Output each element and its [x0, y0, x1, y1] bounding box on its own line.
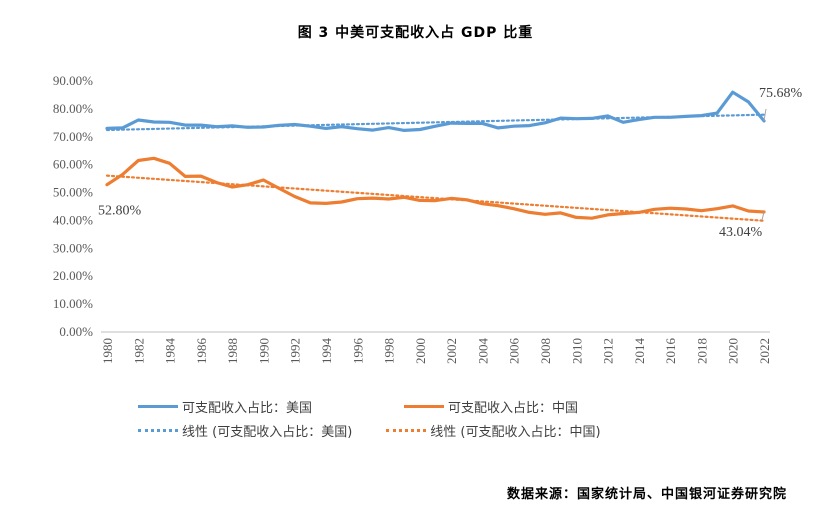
x-tick-label: 2010: [569, 338, 584, 364]
series-lines: [105, 90, 766, 220]
trend-line-cn: [105, 174, 766, 222]
series-line-cn: [105, 156, 766, 220]
data-label: 75.68%: [759, 86, 803, 101]
x-axis: 1980 1982 1984 1986 1988 1990 1992 1994 1996 1998…: [100, 338, 772, 365]
data-label: 43.04%: [719, 225, 763, 240]
x-tick-label: 1990: [256, 338, 271, 364]
x-tick-label: 1984: [163, 338, 178, 365]
legend-item-us-trend: 线性 (可支配收入占比：美国): [138, 421, 352, 440]
data-label-leader: [761, 211, 765, 221]
legend-label-cn: 可支配收入占比：中国: [448, 400, 579, 416]
y-tick-label: 90.00%: [53, 73, 93, 88]
legend-item-cn: 可支配收入占比：中国: [404, 397, 578, 416]
x-tick-label: 2006: [507, 338, 522, 365]
legend-swatch-cn-trend-icon: [386, 428, 427, 432]
chart-title: 图 3 中美可支配收入占 GDP 比重: [297, 25, 534, 41]
legend-swatch-us-trend-icon: [138, 428, 178, 432]
legend: 可支配收入占比：美国 可支配收入占比：中国 线性 (可支配收入占比：美国) 线性…: [138, 394, 778, 442]
x-tick-label: 1982: [131, 338, 146, 364]
series-line-us: [105, 90, 766, 132]
data-label: 52.80%: [98, 204, 142, 219]
x-tick-label: 1986: [194, 338, 209, 365]
legend-swatch-cn-icon: [404, 404, 445, 408]
chart-plot: 0.00% 10.00% 20.00% 30.00% 40.00% 50.00% 60.00…: [53, 73, 803, 365]
data-label-leader: [763, 108, 767, 122]
y-tick-label: 60.00%: [53, 157, 93, 172]
y-tick-label: 70.00%: [53, 129, 93, 144]
x-tick-label: 1994: [319, 338, 334, 365]
x-tick-label: 2000: [413, 338, 428, 364]
legend-label-cn-trend: 线性 (可支配收入占比：中国): [430, 424, 601, 440]
x-tick-label: 2008: [538, 338, 553, 364]
legend-item-us: 可支配收入占比：美国: [138, 397, 312, 416]
x-tick-label: 1992: [288, 338, 303, 364]
y-tick-label: 0.00%: [59, 324, 93, 339]
y-tick-label: 20.00%: [53, 268, 93, 283]
y-tick-label: 50.00%: [53, 185, 93, 200]
legend-label-us-trend: 线性 (可支配收入占比：美国): [182, 424, 353, 440]
x-tick-label: 2004: [475, 338, 490, 365]
x-tick-label: 2022: [757, 338, 772, 364]
x-tick-label: 1988: [225, 338, 240, 364]
legend-swatch-us-icon: [138, 404, 178, 408]
y-axis: 0.00% 10.00% 20.00% 30.00% 40.00% 50.00% 60.00…: [53, 73, 93, 339]
legend-label-us: 可支配收入占比：美国: [182, 400, 313, 416]
x-tick-label: 2020: [726, 338, 741, 364]
legend-item-cn-trend: 线性 (可支配收入占比：中国): [386, 421, 601, 440]
y-tick-label: 40.00%: [53, 212, 93, 227]
x-tick-label: 2018: [694, 338, 709, 364]
x-tick-label: 2014: [632, 338, 647, 365]
y-tick-label: 80.00%: [53, 101, 93, 116]
y-tick-label: 30.00%: [53, 240, 93, 255]
x-tick-label: 1996: [350, 338, 365, 365]
x-tick-label: 2012: [601, 338, 616, 364]
x-tick-label: 1980: [100, 338, 115, 364]
y-tick-label: 10.00%: [53, 296, 93, 311]
x-tick-label: 2016: [663, 338, 678, 365]
x-tick-label: 2002: [444, 338, 459, 364]
x-tick-label: 1998: [382, 338, 397, 364]
source-note: 数据来源：国家统计局、中国银河证券研究院: [506, 487, 787, 502]
trend-lines: [105, 113, 766, 222]
data-labels: 75.68% 52.80% 43.04%: [98, 86, 803, 240]
